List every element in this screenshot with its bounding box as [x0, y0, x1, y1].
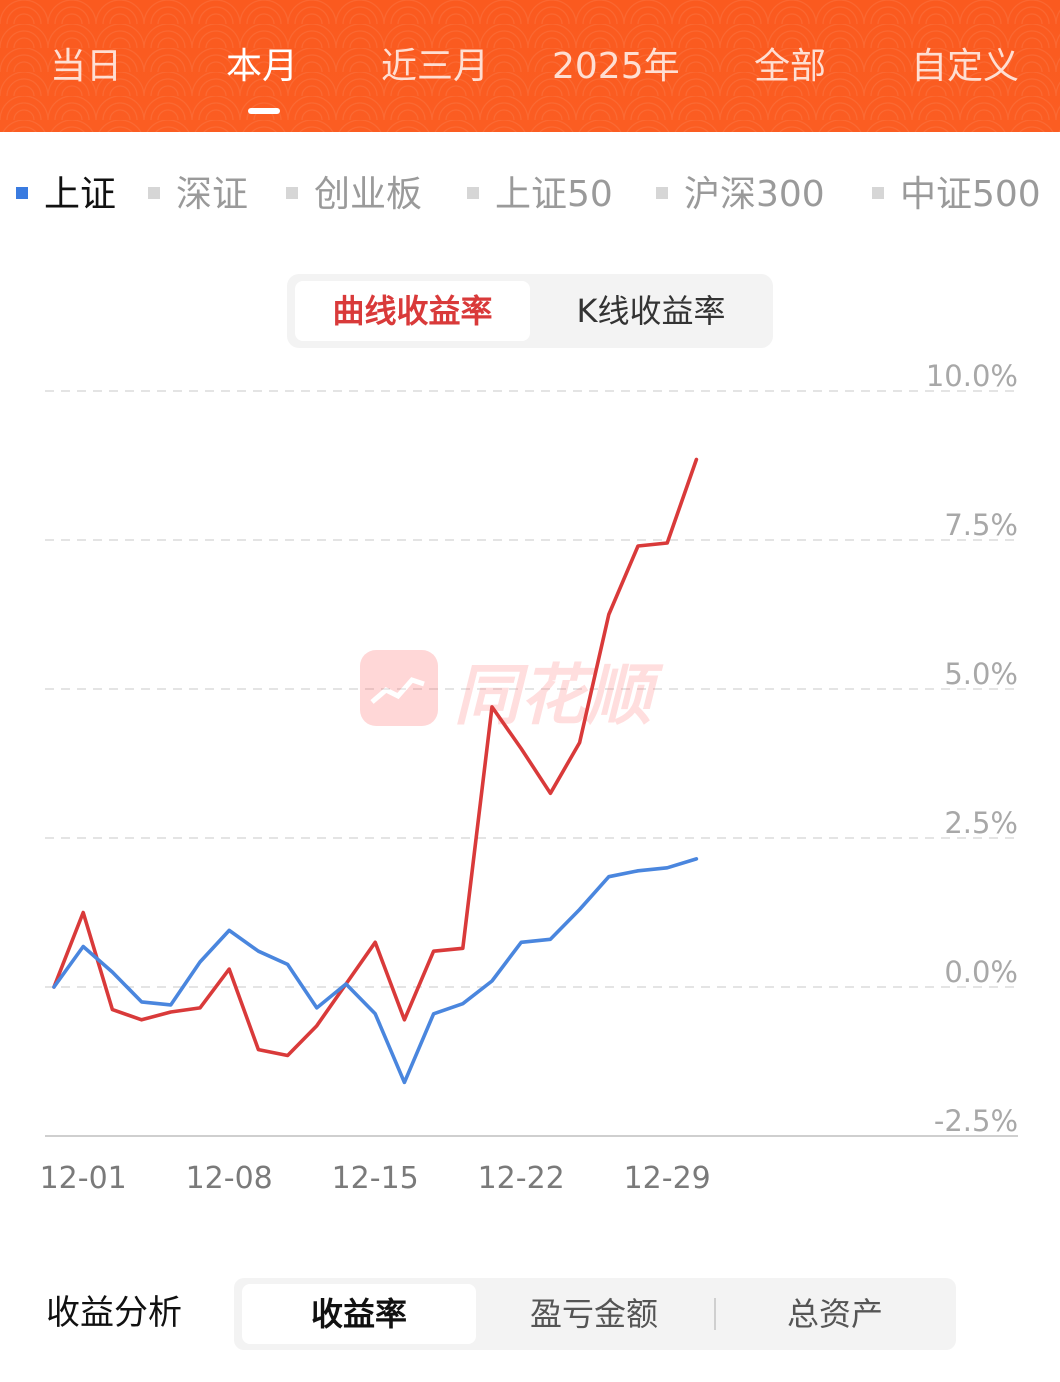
x-tick-label: 12-22	[478, 1161, 565, 1196]
watermark: 同花顺	[360, 650, 664, 734]
tab-total-assets[interactable]: 总资产	[786, 1295, 883, 1333]
chart-mode-toggle: 曲线收益率 K线收益率	[287, 274, 773, 348]
index-option-csi500[interactable]: 中证500	[872, 170, 1041, 220]
legend-square-icon	[467, 187, 479, 199]
index-option-shenzhen[interactable]: 深证	[148, 170, 248, 220]
tab-year-2025[interactable]: 2025年	[552, 46, 680, 87]
tab-return-rate[interactable]: 收益率	[242, 1284, 476, 1344]
kline-return-button[interactable]: K线收益率	[576, 292, 726, 330]
series-layer	[52, 457, 699, 1085]
y-tick-label: 10.0%	[926, 359, 1018, 393]
index-option-csi300[interactable]: 沪深300	[656, 170, 825, 220]
index-label: 创业板	[314, 174, 423, 215]
index-label: 沪深300	[684, 174, 825, 215]
active-tab-indicator	[248, 108, 280, 114]
index-option-sse50[interactable]: 上证50	[467, 170, 613, 220]
analysis-toggle: 收益率 盈亏金额 总资产	[234, 1278, 956, 1350]
series-line-index	[52, 857, 699, 1085]
y-tick-label: -2.5%	[934, 1104, 1018, 1138]
legend-square-icon	[286, 187, 298, 199]
index-label: 深证	[176, 174, 249, 215]
watermark-logo-icon	[360, 650, 438, 726]
tab-all[interactable]: 全部	[754, 46, 827, 87]
x-tick-label: 12-08	[186, 1161, 273, 1196]
tab-custom[interactable]: 自定义	[911, 46, 1020, 87]
series-line-portfolio	[52, 457, 699, 1058]
y-tick-label: 0.0%	[944, 955, 1018, 989]
legend-square-icon	[148, 187, 160, 199]
index-option-shanghai[interactable]: 上证	[16, 170, 116, 220]
legend-square-icon	[872, 187, 884, 199]
x-tick-label: 12-01	[40, 1161, 127, 1196]
index-option-chinext[interactable]: 创业板	[286, 170, 422, 220]
grid-layer	[45, 390, 1018, 1137]
tab-three-months[interactable]: 近三月	[381, 46, 490, 87]
y-tick-labels: 10.0% 7.5% 5.0% 2.5% 0.0% -2.5%	[926, 359, 1018, 1138]
y-tick-label: 7.5%	[944, 508, 1018, 542]
index-label: 中证500	[900, 174, 1041, 215]
watermark-text: 同花顺	[454, 657, 664, 734]
y-tick-label: 2.5%	[944, 806, 1018, 840]
x-tick-label: 12-15	[332, 1161, 419, 1196]
y-tick-label: 5.0%	[944, 657, 1018, 691]
analysis-title: 收益分析	[46, 1293, 182, 1333]
x-tick-labels: 12-01 12-08 12-15 12-22 12-29	[40, 1161, 711, 1196]
x-tick-label: 12-29	[624, 1161, 711, 1196]
period-header: 当日 本月 近三月 2025年 全部 自定义	[0, 0, 1060, 132]
curve-return-button[interactable]: 曲线收益率	[295, 281, 530, 341]
tab-this-month[interactable]: 本月	[226, 46, 299, 87]
return-line-chart: 同花顺 10.0%7.5%5.0%2.5%0.0%-2.5% 12-01 12-0…	[40, 359, 1018, 1196]
legend-square-icon	[16, 187, 28, 199]
index-label: 上证	[44, 174, 117, 215]
tab-profit-loss[interactable]: 盈亏金额	[529, 1295, 658, 1333]
watermark-logo-mark	[370, 677, 425, 704]
index-label: 上证50	[495, 174, 613, 215]
legend-square-icon	[656, 187, 668, 199]
divider	[714, 1298, 716, 1330]
tab-today[interactable]: 当日	[50, 46, 123, 87]
